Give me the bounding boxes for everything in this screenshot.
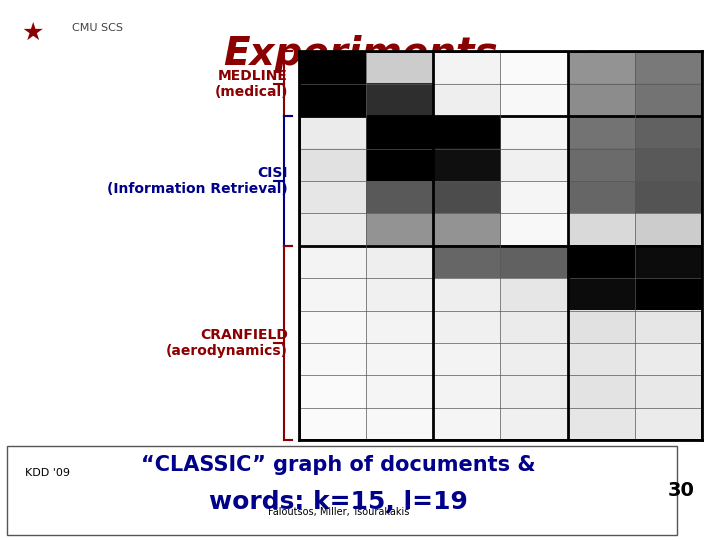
Text: CISI
(Information Retrieval): CISI (Information Retrieval): [107, 166, 288, 196]
Text: ★: ★: [21, 21, 44, 44]
Text: paint, examination, fall,
raise, leave, based: paint, examination, fall, raise, leave, …: [358, 65, 506, 93]
Text: “CLASSIC” graph of documents &: “CLASSIC” graph of documents &: [141, 455, 536, 475]
Text: CRANFIELD
(aerodynamics): CRANFIELD (aerodynamics): [166, 328, 288, 358]
FancyBboxPatch shape: [7, 446, 677, 535]
Text: MEDLINE
(medical): MEDLINE (medical): [215, 69, 288, 99]
Text: CMU SCS: CMU SCS: [72, 23, 123, 33]
Text: words: k=15, l=19: words: k=15, l=19: [209, 490, 468, 514]
Text: 30: 30: [668, 481, 695, 500]
Text: Experiments: Experiments: [222, 35, 498, 73]
Text: KDD '09: KDD '09: [25, 468, 71, 477]
Text: Faloutsos, Miller, Tsourakakis: Faloutsos, Miller, Tsourakakis: [268, 507, 409, 517]
